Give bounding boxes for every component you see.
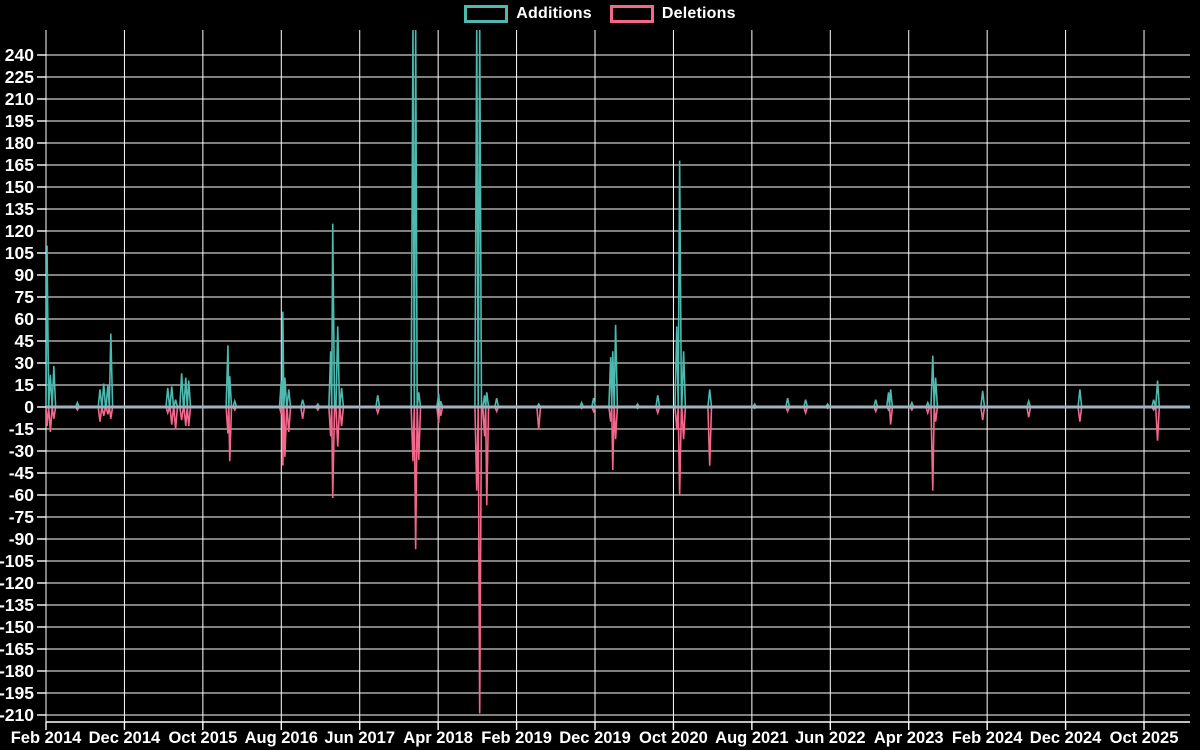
y-tick-label: 45 <box>15 331 35 351</box>
y-tick-label: 225 <box>5 67 34 87</box>
y-tick-label: -60 <box>9 485 35 505</box>
y-tick-label: -120 <box>0 573 34 593</box>
y-tick-label: -195 <box>0 683 34 703</box>
additions-legend-label: Additions <box>516 5 592 22</box>
x-tick-label: Oct 2020 <box>639 729 708 747</box>
deletions-swatch <box>609 5 654 23</box>
y-tick-label: -45 <box>9 463 35 483</box>
legend-item-additions[interactable]: Additions <box>464 5 592 23</box>
x-tick-label: Dec 2019 <box>559 729 631 747</box>
additions-swatch <box>464 5 509 23</box>
x-tick-label: Feb 2024 <box>952 729 1023 747</box>
y-tick-label: 60 <box>15 309 35 329</box>
y-tick-label: 210 <box>5 89 34 109</box>
y-tick-label: 105 <box>5 243 34 263</box>
y-tick-label: -30 <box>9 441 35 461</box>
x-tick-label: Oct 2015 <box>168 729 237 747</box>
y-tick-label: -165 <box>0 639 34 659</box>
y-tick-label: -210 <box>0 705 34 725</box>
x-tick-label: Oct 2025 <box>1110 729 1179 747</box>
y-tick-label: 30 <box>15 353 35 373</box>
deletions-line <box>46 406 1190 714</box>
x-tick-label: Dec 2014 <box>89 729 161 747</box>
y-tick-label: 0 <box>24 397 34 417</box>
y-tick-label: 165 <box>5 155 34 175</box>
y-tick-label: 75 <box>15 287 35 307</box>
x-tick-label: Feb 2014 <box>11 729 82 747</box>
y-tick-label: -150 <box>0 617 34 637</box>
y-tick-label: 120 <box>5 221 34 241</box>
y-tick-label: -135 <box>0 595 34 615</box>
y-tick-label: 15 <box>15 375 35 395</box>
deletions-legend-label: Deletions <box>661 5 736 22</box>
y-tick-label: -105 <box>0 551 34 571</box>
x-tick-label: Jun 2022 <box>795 729 866 747</box>
y-tick-label: 135 <box>5 199 34 219</box>
y-tick-label: -90 <box>9 529 35 549</box>
chart-legend: Additions Deletions <box>0 5 1200 23</box>
x-tick-label: Apr 2018 <box>403 729 473 747</box>
y-tick-label: -15 <box>9 419 35 439</box>
y-tick-label: -75 <box>9 507 35 527</box>
y-tick-label: 195 <box>5 111 34 131</box>
y-tick-label: 90 <box>15 265 35 285</box>
y-tick-label: 240 <box>5 45 34 65</box>
legend-item-deletions[interactable]: Deletions <box>609 5 736 23</box>
y-tick-label: 150 <box>5 177 34 197</box>
x-tick-label: Dec 2024 <box>1030 729 1102 747</box>
x-tick-label: Aug 2021 <box>715 729 788 747</box>
y-tick-label: -180 <box>0 661 34 681</box>
x-tick-label: Aug 2016 <box>245 729 318 747</box>
x-tick-label: Jun 2017 <box>324 729 395 747</box>
x-tick-label: Feb 2019 <box>481 729 552 747</box>
y-tick-label: 180 <box>5 133 34 153</box>
additions-line <box>46 30 1190 408</box>
x-tick-label: Apr 2023 <box>874 729 944 747</box>
